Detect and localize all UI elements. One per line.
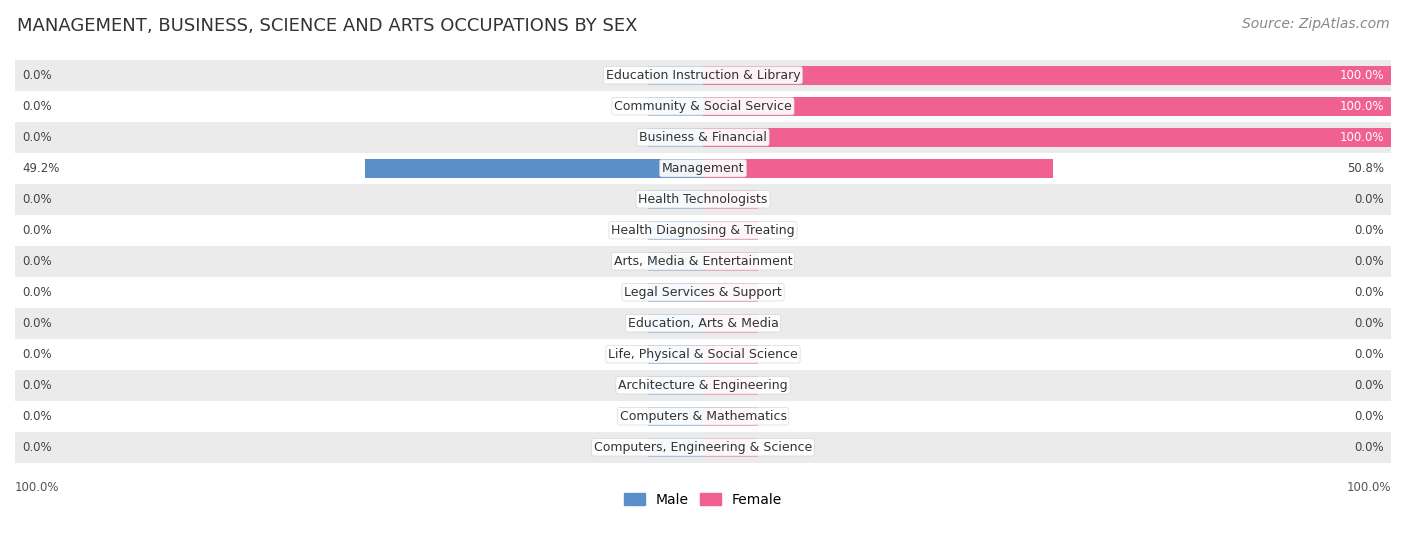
Text: 0.0%: 0.0% [22,224,52,236]
Text: Computers & Mathematics: Computers & Mathematics [620,410,786,423]
Text: 0.0%: 0.0% [1354,410,1384,423]
Text: Computers, Engineering & Science: Computers, Engineering & Science [593,440,813,454]
Bar [703,252,758,271]
Bar [703,127,1391,147]
Bar [15,246,1391,277]
Bar [15,153,1391,184]
Text: 0.0%: 0.0% [22,317,52,330]
Text: 100.0%: 100.0% [1340,131,1384,144]
Bar [703,283,758,302]
Text: 0.0%: 0.0% [1354,348,1384,361]
Bar [15,307,1391,339]
Bar [648,438,703,457]
Bar [15,60,1391,91]
Bar [15,215,1391,246]
Bar [364,159,703,178]
Text: 0.0%: 0.0% [22,193,52,206]
Text: Education Instruction & Library: Education Instruction & Library [606,69,800,82]
Text: 0.0%: 0.0% [22,410,52,423]
Text: 0.0%: 0.0% [22,255,52,268]
Bar [703,159,1053,178]
Bar [648,283,703,302]
Bar [703,376,758,395]
Text: 0.0%: 0.0% [22,69,52,82]
Bar [648,97,703,116]
Bar [703,97,1391,116]
Text: 0.0%: 0.0% [22,100,52,113]
Bar [15,369,1391,401]
Text: Business & Financial: Business & Financial [640,131,766,144]
Text: Source: ZipAtlas.com: Source: ZipAtlas.com [1241,17,1389,31]
Bar [15,122,1391,153]
Text: Education, Arts & Media: Education, Arts & Media [627,317,779,330]
Text: 0.0%: 0.0% [1354,440,1384,454]
Bar [15,277,1391,307]
Bar [648,314,703,333]
Bar [15,91,1391,122]
Bar [703,221,758,240]
Text: 0.0%: 0.0% [1354,224,1384,236]
Text: 0.0%: 0.0% [1354,286,1384,299]
Bar [648,252,703,271]
Text: 0.0%: 0.0% [1354,193,1384,206]
Bar [648,344,703,364]
Text: Management: Management [662,162,744,175]
Text: Arts, Media & Entertainment: Arts, Media & Entertainment [613,255,793,268]
Bar [648,190,703,209]
Text: Community & Social Service: Community & Social Service [614,100,792,113]
Text: 100.0%: 100.0% [15,481,59,494]
Bar [648,127,703,147]
Text: 0.0%: 0.0% [22,286,52,299]
Text: 0.0%: 0.0% [22,131,52,144]
Text: Health Diagnosing & Treating: Health Diagnosing & Treating [612,224,794,236]
Legend: Male, Female: Male, Female [619,487,787,512]
Text: Legal Services & Support: Legal Services & Support [624,286,782,299]
Bar [648,65,703,85]
Bar [15,401,1391,432]
Text: 0.0%: 0.0% [22,348,52,361]
Text: 0.0%: 0.0% [22,379,52,392]
Text: Architecture & Engineering: Architecture & Engineering [619,379,787,392]
Text: 0.0%: 0.0% [1354,255,1384,268]
Text: Health Technologists: Health Technologists [638,193,768,206]
Text: Life, Physical & Social Science: Life, Physical & Social Science [609,348,797,361]
Text: 100.0%: 100.0% [1347,481,1391,494]
Bar [703,438,758,457]
Bar [703,344,758,364]
Bar [15,184,1391,215]
Bar [703,65,1391,85]
Bar [648,406,703,426]
Text: MANAGEMENT, BUSINESS, SCIENCE AND ARTS OCCUPATIONS BY SEX: MANAGEMENT, BUSINESS, SCIENCE AND ARTS O… [17,17,637,35]
Bar [703,314,758,333]
Bar [15,432,1391,463]
Text: 49.2%: 49.2% [22,162,59,175]
Text: 100.0%: 100.0% [1340,100,1384,113]
Bar [703,190,758,209]
Text: 0.0%: 0.0% [22,440,52,454]
Text: 0.0%: 0.0% [1354,379,1384,392]
Bar [703,406,758,426]
Bar [648,376,703,395]
Text: 100.0%: 100.0% [1340,69,1384,82]
Text: 50.8%: 50.8% [1347,162,1384,175]
Text: 0.0%: 0.0% [1354,317,1384,330]
Bar [648,221,703,240]
Bar [15,339,1391,369]
